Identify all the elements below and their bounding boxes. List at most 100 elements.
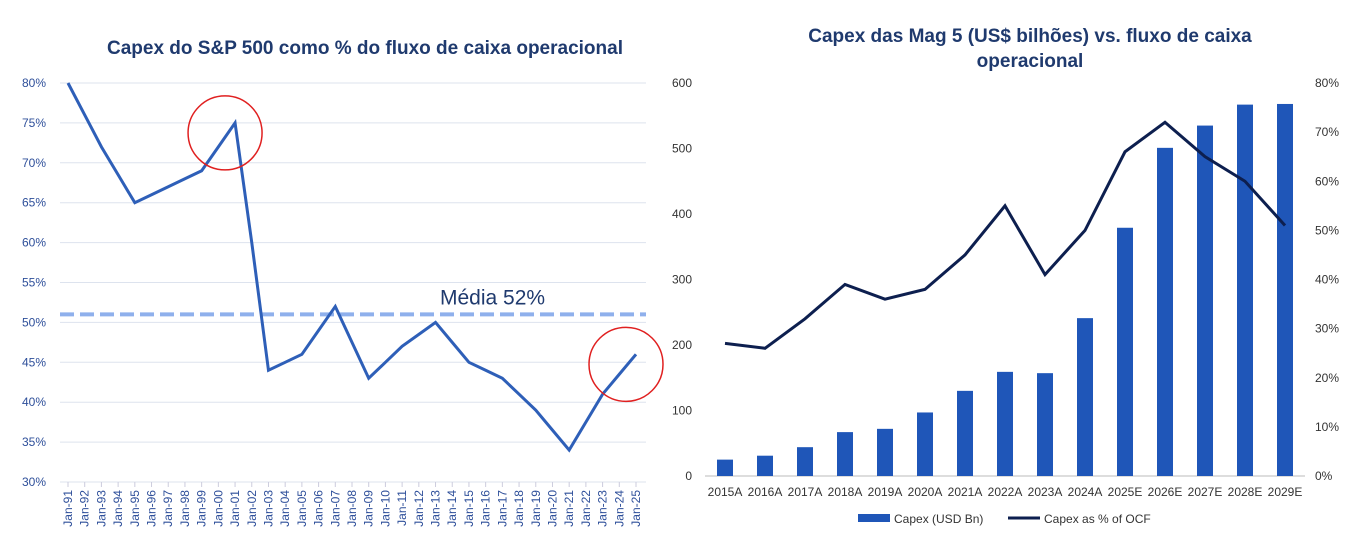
x-tick-label: 2016A (748, 485, 783, 499)
capex-bar (1237, 104, 1253, 477)
x-tick-label: Jan-20 (545, 490, 559, 527)
x-tick-label: Jan-23 (596, 490, 610, 527)
y-tick-label: 75% (22, 116, 46, 130)
capex-bar (1197, 125, 1213, 476)
right-y-tick-label: 30% (1315, 322, 1339, 336)
x-tick-label: Jan-97 (161, 490, 175, 527)
x-tick-label: Jan-10 (378, 490, 392, 527)
right-y-tick-label: 60% (1315, 174, 1339, 188)
x-tick-label: Jan-11 (395, 490, 409, 526)
y-tick-label: 45% (22, 355, 46, 369)
x-tick-label: 2026E (1148, 485, 1183, 499)
x-tick-label: 2024A (1068, 485, 1103, 499)
capex-bar (1157, 147, 1173, 476)
x-tick-label: Jan-07 (328, 490, 342, 527)
x-tick-label: Jan-96 (145, 490, 159, 527)
y-tick-label: 65% (22, 196, 46, 210)
x-tick-label: 2018A (828, 485, 863, 499)
x-tick-label: 2015A (708, 485, 743, 499)
y-tick-label: 60% (22, 236, 46, 250)
x-tick-label: Jan-17 (495, 490, 509, 527)
capex-bar (717, 459, 733, 476)
left-y-tick-label: 0 (685, 469, 692, 483)
right-y-tick-label: 20% (1315, 371, 1339, 385)
y-tick-label: 30% (22, 475, 46, 489)
x-tick-label: Jan-25 (629, 490, 643, 527)
y-tick-label: 80% (22, 76, 46, 90)
x-tick-label: Jan-02 (245, 490, 259, 527)
capex-bar (1077, 318, 1093, 476)
x-tick-label: Jan-06 (312, 490, 326, 527)
y-tick-label: 55% (22, 276, 46, 290)
left-y-tick-label: 500 (672, 142, 692, 156)
right-chart-title: Capex das Mag 5 (US$ bilhões) vs. fluxo … (808, 26, 1252, 47)
capex-bar (997, 371, 1013, 476)
x-tick-label: 2017A (788, 485, 823, 499)
y-tick-label: 70% (22, 156, 46, 170)
right-y-tick-label: 50% (1315, 223, 1339, 237)
x-tick-label: Jan-95 (128, 490, 142, 527)
right-y-tick-label: 0% (1315, 469, 1333, 483)
capex-bar (917, 412, 933, 476)
x-tick-label: 2029E (1268, 485, 1303, 499)
capex-bar (797, 447, 813, 476)
legend-label: Capex (USD Bn) (894, 512, 983, 526)
capex-bar (957, 390, 973, 476)
capex-ocf-line (66, 82, 638, 453)
left-y-tick-label: 200 (672, 338, 692, 352)
x-tick-label: Jan-04 (278, 490, 292, 527)
x-tick-label: Jan-94 (111, 490, 125, 527)
capex-bar (877, 428, 893, 476)
x-tick-label: Jan-12 (412, 490, 426, 527)
x-tick-label: Jan-18 (512, 490, 526, 527)
x-tick-label: Jan-15 (462, 490, 476, 527)
capex-bar (1277, 103, 1293, 477)
x-tick-label: Jan-01 (228, 490, 242, 527)
legend-label: Capex as % of OCF (1044, 512, 1151, 526)
left-y-tick-label: 100 (672, 404, 692, 418)
x-tick-label: Jan-09 (362, 490, 376, 527)
x-tick-label: Jan-08 (345, 490, 359, 527)
capex-bar (1037, 373, 1053, 476)
x-tick-label: Jan-14 (445, 490, 459, 527)
capex-bar (837, 432, 853, 476)
x-tick-label: Jan-22 (579, 490, 593, 527)
left-y-tick-label: 600 (672, 76, 692, 90)
x-tick-label: 2027E (1188, 485, 1223, 499)
x-tick-label: Jan-92 (78, 490, 92, 527)
capex-ocf-line (724, 120, 1287, 350)
right-y-tick-label: 10% (1315, 420, 1339, 434)
x-tick-label: 2028E (1228, 485, 1263, 499)
x-tick-label: 2019A (868, 485, 903, 499)
average-label: Média 52% (440, 286, 545, 309)
x-tick-label: Jan-99 (195, 490, 209, 527)
right-y-tick-label: 40% (1315, 273, 1339, 287)
x-tick-label: Jan-00 (211, 490, 225, 527)
x-tick-label: Jan-16 (479, 490, 493, 527)
y-tick-label: 50% (22, 315, 46, 329)
left-chart-title: Capex do S&P 500 como % do fluxo de caix… (107, 38, 623, 59)
x-tick-label: Jan-98 (178, 490, 192, 527)
x-tick-label: Jan-21 (562, 490, 576, 527)
x-tick-label: 2020A (908, 485, 943, 499)
right-y-tick-label: 80% (1315, 76, 1339, 90)
x-tick-label: Jan-03 (261, 490, 275, 527)
capex-bar (757, 455, 773, 476)
left-y-tick-label: 400 (672, 207, 692, 221)
x-tick-label: 2021A (948, 485, 983, 499)
right-y-tick-label: 70% (1315, 125, 1339, 139)
legend-bar-swatch (858, 514, 890, 522)
right-chart-title-line2: operacional (977, 51, 1084, 72)
highlight-circle (187, 95, 263, 171)
capex-bar (1117, 227, 1133, 476)
y-tick-label: 35% (22, 435, 46, 449)
x-tick-label: 2022A (988, 485, 1023, 499)
x-tick-label: Jan-19 (529, 490, 543, 527)
x-tick-label: Jan-13 (429, 490, 443, 527)
x-tick-label: 2023A (1028, 485, 1063, 499)
highlight-circle (588, 326, 664, 403)
x-tick-label: Jan-91 (61, 490, 75, 527)
x-tick-label: Jan-24 (612, 490, 626, 527)
x-tick-label: 2025E (1108, 485, 1143, 499)
